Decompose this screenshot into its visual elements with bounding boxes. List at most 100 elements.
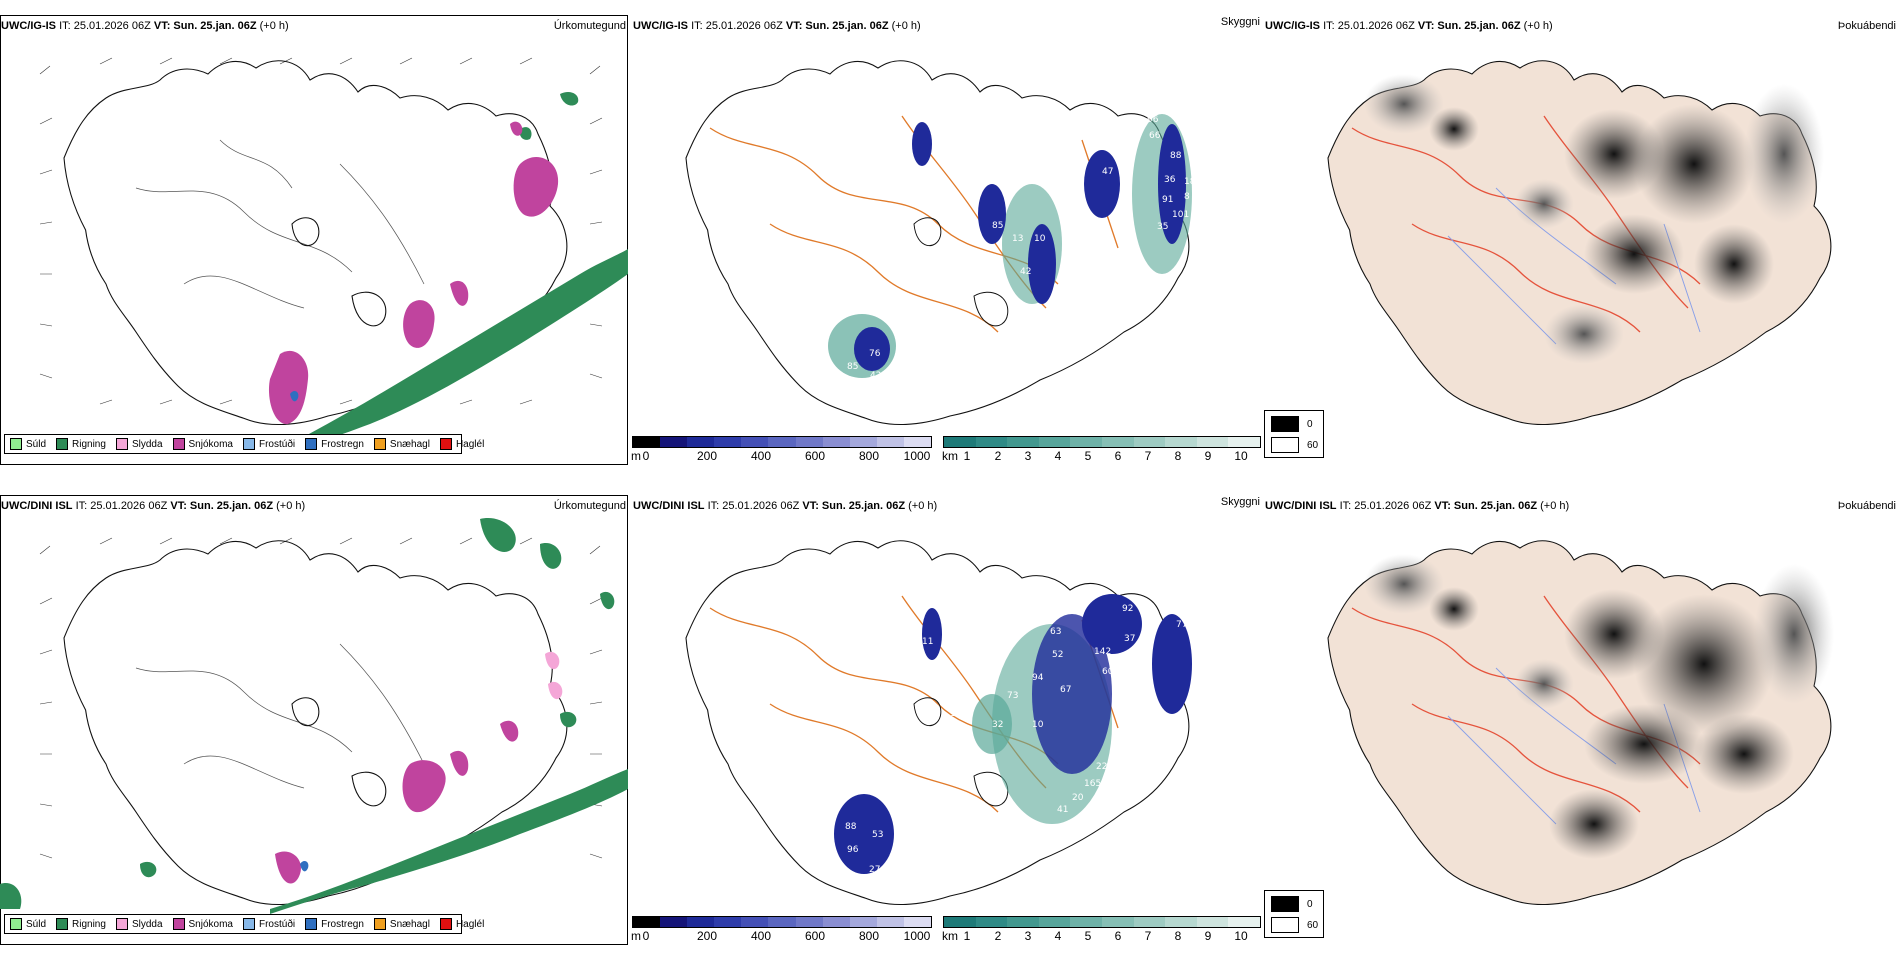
lead-time: (+0 h) (1523, 20, 1553, 32)
colorbar-ticks: km 1 2 3 4 5 6 7 8 9 10 (942, 928, 1261, 944)
colorbar-tick: 0 (642, 929, 650, 943)
legend-item: Snjókoma (172, 438, 233, 450)
map-value: 53 (872, 830, 883, 840)
map-value: 14 (915, 167, 927, 177)
colorbar-tick: 9 (1204, 449, 1212, 463)
legend-label: Frostúði (258, 918, 296, 930)
map-value: 35 (1157, 222, 1168, 232)
colorbar-tick: 2 (994, 449, 1002, 463)
colorbar-tick: 600 (804, 449, 826, 463)
legend-item: Frostregn (305, 918, 364, 930)
legend-swatch (305, 438, 318, 450)
colorbar-strip (632, 916, 932, 928)
colorbar-unit: m (631, 449, 641, 463)
legend-label: Snæhagl (389, 918, 430, 930)
colorbar-strip (943, 436, 1261, 448)
colorbar-segment (633, 437, 661, 447)
colorbar-segment (1165, 917, 1197, 927)
legend-item: 60 (1271, 917, 1323, 933)
lead-time: (+0 h) (908, 500, 938, 512)
map-value: 67 (1060, 685, 1071, 695)
legend-item: Snjókoma (172, 918, 233, 930)
map-value: 85 (992, 221, 1003, 231)
map-value: 20 (1072, 793, 1084, 803)
colorbar-segment (1038, 917, 1071, 927)
colorbar-ticks: km 1 2 3 4 5 6 7 8 9 10 (942, 448, 1261, 464)
legend-item: 0 (1271, 416, 1323, 432)
colorbar-unit: km (942, 449, 958, 463)
colorbar-segment (768, 437, 796, 447)
colorbar-tick: 600 (804, 929, 826, 943)
legend-swatch (439, 438, 452, 450)
colorbar-segment (1007, 437, 1039, 447)
legend-item: Haglél (439, 438, 484, 450)
visibility-colorbar: km 1 2 3 4 5 6 7 8 9 10 (942, 436, 1261, 466)
panel-header: UWC/DINI ISL IT: 25.01.2026 06Z VT: Sun.… (633, 500, 937, 512)
colorbar-segment (1196, 917, 1229, 927)
valid-label: VT: (802, 500, 819, 512)
colorbar-segment (1007, 917, 1039, 927)
colorbar-segment (741, 917, 769, 927)
map-value: 66 (1149, 131, 1161, 141)
map-value: 10 (1034, 234, 1046, 244)
colorbar-segment (1228, 917, 1260, 927)
cloud-map: 96 66 88 14 47 36 18 8 91 101 35 85 13 1… (685, 60, 1196, 426)
colorbar-segment (795, 917, 823, 927)
valid-time: Sun. 25.jan. 06Z (821, 500, 906, 512)
map-value: 42 (870, 371, 881, 381)
colorbar-segment (944, 437, 976, 447)
panel-header: UWC/IG-IS IT: 25.01.2026 06Z VT: Sun. 25… (1, 20, 289, 32)
legend-label: Súld (26, 438, 47, 450)
colorbar-segment (687, 917, 715, 927)
colorbar-segment (849, 437, 877, 447)
map-value: 91 (1162, 195, 1173, 205)
legend-item: Rigning (56, 918, 106, 930)
fog-map (1327, 540, 1834, 906)
legend-label: 60 (1307, 919, 1319, 931)
colorbar-segment (1070, 917, 1102, 927)
valid-time: Sun. 25.jan. 06Z (805, 20, 889, 32)
colorbar-segment (1133, 917, 1166, 927)
panel-title: Þokuábendi (1837, 20, 1896, 32)
valid-label: VT: (785, 20, 803, 32)
fog-map (1327, 60, 1832, 426)
colorbar-segment (876, 437, 904, 447)
legend-item: Slydda (115, 438, 163, 450)
map-value: 94 (1032, 673, 1044, 683)
colorbar-tick: 3 (1024, 449, 1032, 463)
panel-title: Úrkomutegund (553, 500, 626, 512)
legend-label: Rigning (72, 438, 106, 450)
legend-item: Frostúði (242, 918, 296, 930)
colorbar-segment (1133, 437, 1166, 447)
colorbar-tick: 9 (1204, 929, 1212, 943)
colorbar-segment (687, 437, 715, 447)
legend-item: Súld (10, 918, 46, 930)
legend-swatch (172, 918, 185, 930)
legend-swatch (10, 438, 22, 450)
colorbar-tick: 5 (1084, 929, 1092, 943)
cloud-visibility-panel: UWC/IG-IS IT: 25.01.2026 06Z VT: Sun. 25… (632, 12, 1262, 467)
colorbar-segment (849, 917, 877, 927)
colorbar-tick: 1 (963, 449, 971, 463)
valid-time: Sun. 25.jan. 06Z (189, 500, 274, 512)
legend-label: Rigning (72, 918, 106, 930)
map-value: 8 (1184, 192, 1190, 202)
map-value: 65 (1144, 739, 1155, 749)
colorbar-segment (1165, 437, 1197, 447)
lead-time: (+0 h) (891, 20, 921, 32)
lead-time: (+0 h) (276, 500, 306, 512)
map-value: 88 (1170, 151, 1182, 161)
fog-legend: 0 60 (1264, 410, 1324, 458)
colorbar-tick: 1 (963, 929, 971, 943)
legend-label: Frostúði (258, 438, 296, 450)
map-value: 11 (922, 637, 933, 647)
map-value: 121 (950, 709, 967, 719)
legend-item: Frostregn (305, 438, 364, 450)
colorbar-tick: 8 (1174, 929, 1182, 943)
map-value: 32 (992, 720, 1003, 730)
colorbar-segment (903, 437, 932, 447)
colorbar-segment (822, 437, 850, 447)
colorbar-tick: 4 (1054, 929, 1062, 943)
cloud-map: 92 77 11 63 52 142 37 94 67 73 10 32 60 … (685, 540, 1192, 906)
legend-item: 60 (1271, 437, 1323, 453)
